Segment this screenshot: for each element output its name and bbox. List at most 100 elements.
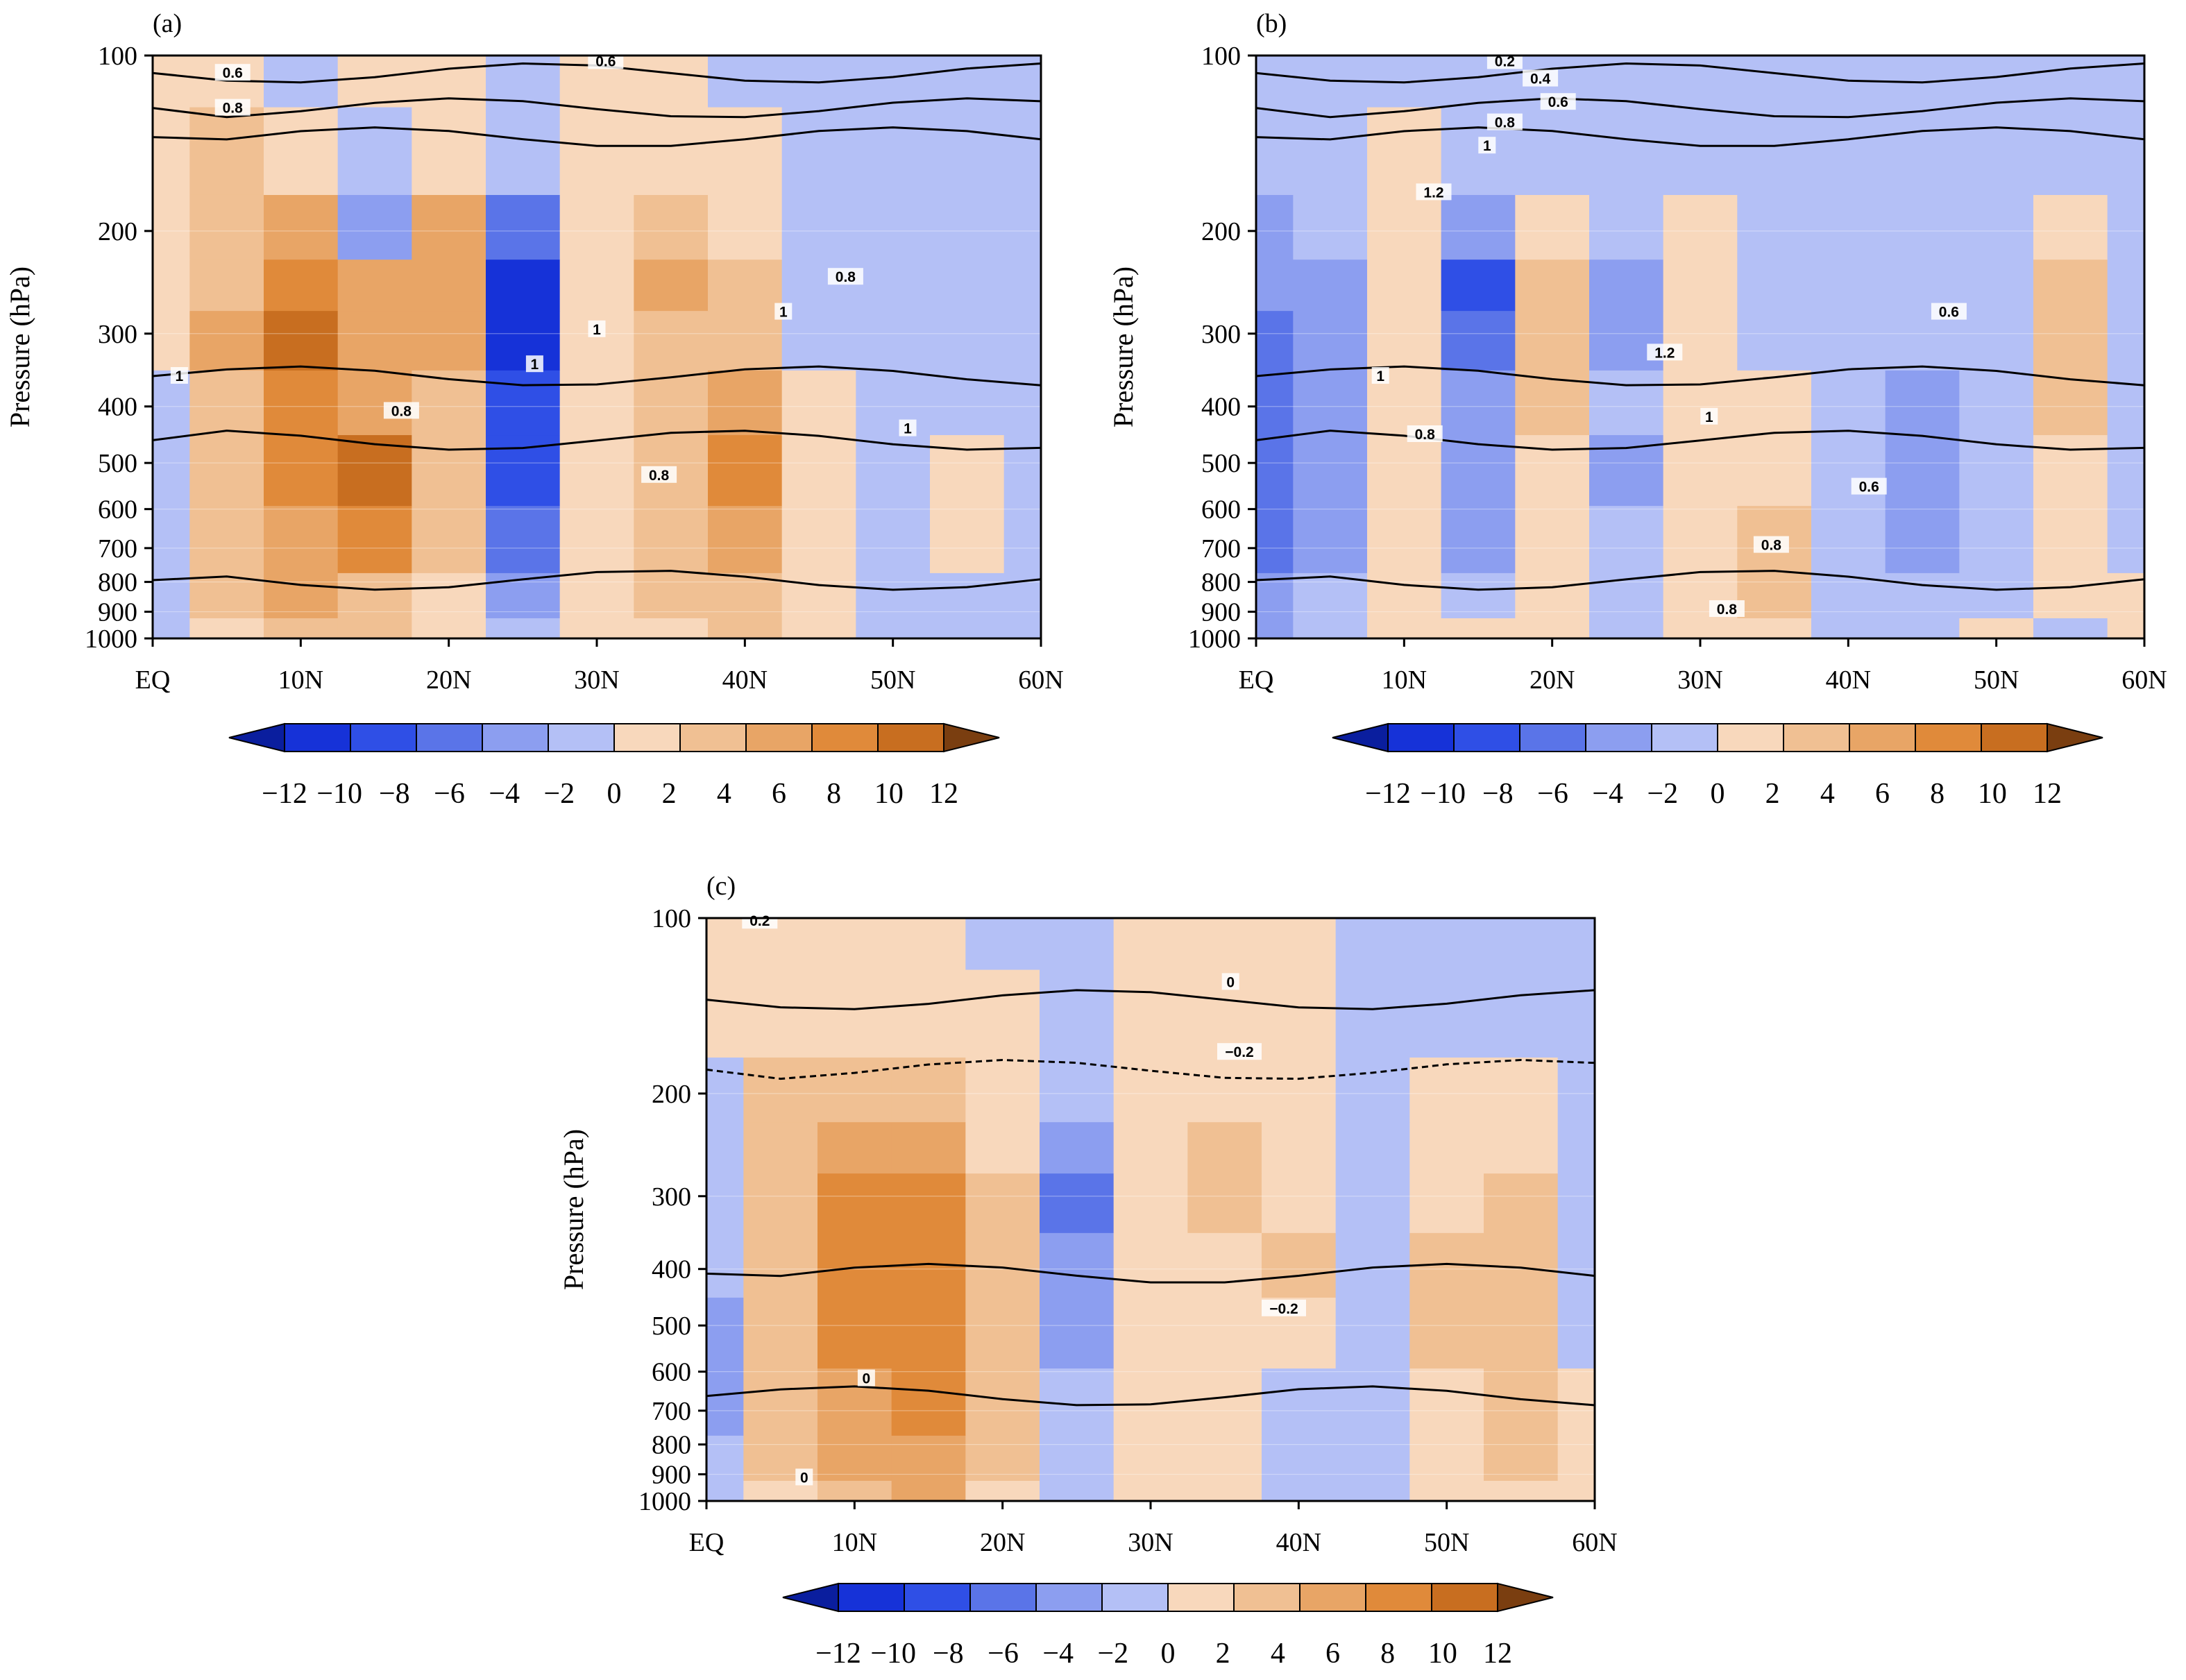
shaded-cell <box>1367 434 1442 507</box>
shaded-cell <box>1663 56 1738 108</box>
shaded-cell <box>1737 56 1812 108</box>
x-tick-label: 10N <box>278 665 323 695</box>
shaded-cell <box>1959 370 2034 436</box>
shaded-cell <box>1262 1173 1337 1233</box>
x-tick-label: 20N <box>980 1528 1025 1557</box>
colorbar-box <box>838 1583 905 1612</box>
shaded-cell <box>1335 1297 1410 1369</box>
y-tick-label: 1000 <box>1188 625 1241 654</box>
shaded-cell <box>1959 56 2034 108</box>
shaded-cell <box>1885 618 1960 639</box>
shaded-cell <box>706 1173 744 1233</box>
shaded-cell <box>1409 969 1484 1058</box>
contour-line <box>1255 365 2145 387</box>
shaded-cell <box>1113 1297 1188 1369</box>
colorbar-box <box>877 723 944 752</box>
shaded-cell <box>559 434 634 507</box>
shaded-cell <box>1663 618 1738 639</box>
shaded-cell <box>708 106 783 195</box>
shaded-cell <box>706 1121 744 1174</box>
shaded-cell <box>559 572 634 618</box>
shaded-cell <box>1515 434 1590 507</box>
shaded-cell <box>1484 1121 1559 1174</box>
shaded-cell <box>817 918 892 970</box>
shaded-cell <box>153 618 190 639</box>
x-tick-label: 40N <box>1826 665 1871 695</box>
x-tick-label: 50N <box>1424 1528 1469 1557</box>
contour-label: 1 <box>1483 138 1491 154</box>
shaded-cell <box>337 505 412 573</box>
colorbar-label: −8 <box>379 778 410 810</box>
shaded-cell <box>1256 194 1294 260</box>
shaded-cell <box>153 194 190 260</box>
shaded-cell <box>706 1435 744 1481</box>
y-tick-label: 1000 <box>85 625 137 654</box>
shaded-cell <box>1003 106 1042 195</box>
contour-label: 1 <box>593 322 601 338</box>
shaded-cell <box>781 572 856 618</box>
colorbar-box <box>1651 723 1718 752</box>
shaded-cell <box>708 505 783 573</box>
shaded-cell <box>1262 918 1337 970</box>
shaded-cell <box>1515 106 1590 195</box>
shaded-cell <box>1113 1057 1188 1123</box>
shaded-cell <box>1293 434 1368 507</box>
contour-label-bg <box>795 1468 813 1486</box>
shaded-cell <box>634 572 709 618</box>
shaded-cell <box>1441 572 1516 618</box>
shaded-cell <box>1409 918 1484 970</box>
shaded-cell <box>486 194 561 260</box>
shaded-cell <box>153 505 190 573</box>
shaded-cell <box>930 434 1005 507</box>
contour-label: 0.6 <box>1859 480 1879 495</box>
x-tick-label: 60N <box>1018 665 1063 695</box>
contour-line <box>152 126 1042 147</box>
shaded-cell <box>1367 106 1442 195</box>
colorbar-label: 12 <box>929 778 958 810</box>
shaded-cell <box>1484 918 1559 970</box>
contour-label: 0.8 <box>1717 602 1738 618</box>
shaded-cell <box>1663 310 1738 371</box>
shaded-cell <box>412 310 486 371</box>
shaded-cell <box>412 505 486 573</box>
contour-line <box>706 1385 1595 1407</box>
x-tick-label: 40N <box>1276 1528 1321 1557</box>
contour-label-bg <box>1540 93 1576 110</box>
contour-label-bg <box>1523 69 1559 87</box>
shaded-cell <box>1113 1232 1188 1298</box>
shaded-cell <box>2033 434 2108 507</box>
contour-label: 0.8 <box>1495 115 1516 131</box>
colorbar-label: −6 <box>988 1638 1019 1670</box>
shaded-cell <box>1515 259 1590 312</box>
shaded-cell <box>559 310 634 371</box>
contour-label-bg <box>742 912 778 929</box>
contour-lines: 0.6 0.8 1 0.8 0.6 0.8 1 1 0.8 1 1 <box>152 52 1042 591</box>
shaded-cell <box>965 918 1040 970</box>
y-tick-label: 200 <box>1201 217 1241 246</box>
y-tick-label: 100 <box>1201 42 1241 71</box>
colorbar-box <box>745 723 813 752</box>
shaded-cell <box>1409 1435 1484 1481</box>
shaded-cell <box>337 310 412 371</box>
colorbar-label: 8 <box>1380 1638 1395 1670</box>
shaded-cell <box>1256 370 1294 436</box>
shaded-cell <box>412 618 486 639</box>
colorbar-label: −2 <box>1097 1638 1128 1670</box>
contour-label-bg <box>214 64 251 81</box>
shaded-cell <box>1335 1121 1410 1174</box>
shaded-cell <box>965 1297 1040 1369</box>
shaded-cell <box>1557 1173 1595 1233</box>
shaded-cell <box>1663 106 1738 195</box>
shaded-cell <box>1885 106 1960 195</box>
shaded-cell <box>743 1057 818 1123</box>
shaded-cell <box>1811 505 1886 573</box>
shaded-cell <box>559 259 634 312</box>
shaded-cell <box>1040 1368 1115 1436</box>
colorbar-box <box>811 723 879 752</box>
shaded-cell <box>817 1435 892 1481</box>
shaded-cell <box>1515 618 1590 639</box>
shaded-cell <box>1409 1480 1484 1502</box>
shaded-cell <box>1484 1297 1559 1369</box>
colorbar-box <box>1717 723 1784 752</box>
panel-label: (c) <box>706 872 736 901</box>
